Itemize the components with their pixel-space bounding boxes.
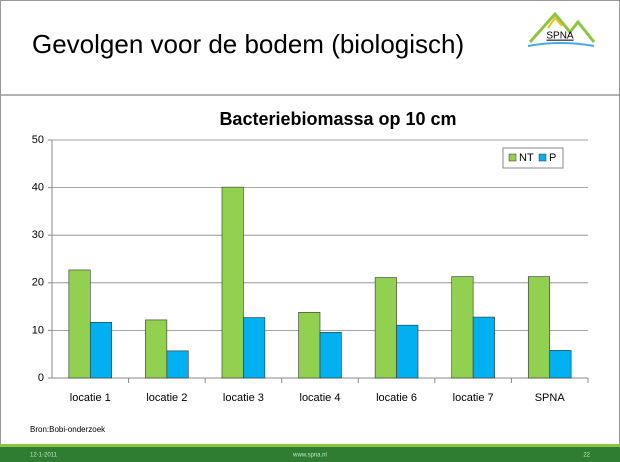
- logo-text: SPNA: [546, 31, 574, 42]
- footer-band: [0, 447, 620, 462]
- y-tick-label: 50: [32, 134, 44, 146]
- y-tick-label: 0: [38, 372, 44, 384]
- x-tick-label: locatie 2: [146, 392, 187, 404]
- bar: [221, 186, 244, 379]
- legend-box: [502, 147, 564, 169]
- y-tick-label: 10: [32, 324, 44, 336]
- footer-url: www.spna.nl: [292, 453, 327, 459]
- slide-title: Gevolgen voor de bodem (biologisch): [32, 29, 464, 59]
- bar: [451, 276, 474, 379]
- source: Bron:Bobi-onderzoek: [30, 425, 106, 434]
- bar: [166, 350, 189, 379]
- bar: [319, 332, 342, 379]
- bar: [298, 312, 321, 379]
- chart-title: Bacteriebiomassa op 10 cm: [219, 109, 456, 129]
- bar: [243, 317, 266, 379]
- logo: SPNA: [527, 11, 596, 47]
- legend-swatch: [508, 153, 517, 162]
- footer-line: [0, 444, 620, 447]
- bar: [549, 350, 572, 379]
- x-tick-label: locatie 1: [70, 392, 111, 404]
- x-tick-label: locatie 6: [376, 392, 417, 404]
- legend-label: P: [549, 152, 556, 164]
- x-tick-label: locatie 4: [300, 392, 341, 404]
- legend-swatch: [538, 153, 547, 162]
- x-tick-label: locatie 3: [223, 392, 264, 404]
- y-tick-label: 30: [32, 229, 44, 241]
- y-tick-label: 40: [32, 182, 44, 194]
- bar: [396, 324, 419, 379]
- bar: [68, 269, 91, 379]
- bar: [374, 277, 397, 379]
- x-tick-label: locatie 7: [453, 392, 494, 404]
- bar: [145, 319, 168, 379]
- bar: [472, 316, 495, 379]
- y-tick-label: 20: [32, 277, 44, 289]
- bar: [89, 322, 113, 379]
- legend-label: NT: [519, 152, 534, 164]
- footer-page: 22: [583, 453, 590, 459]
- bar: [527, 276, 551, 379]
- footer-date: 12-1-2011: [30, 453, 58, 459]
- x-tick-label: SPNA: [535, 392, 566, 404]
